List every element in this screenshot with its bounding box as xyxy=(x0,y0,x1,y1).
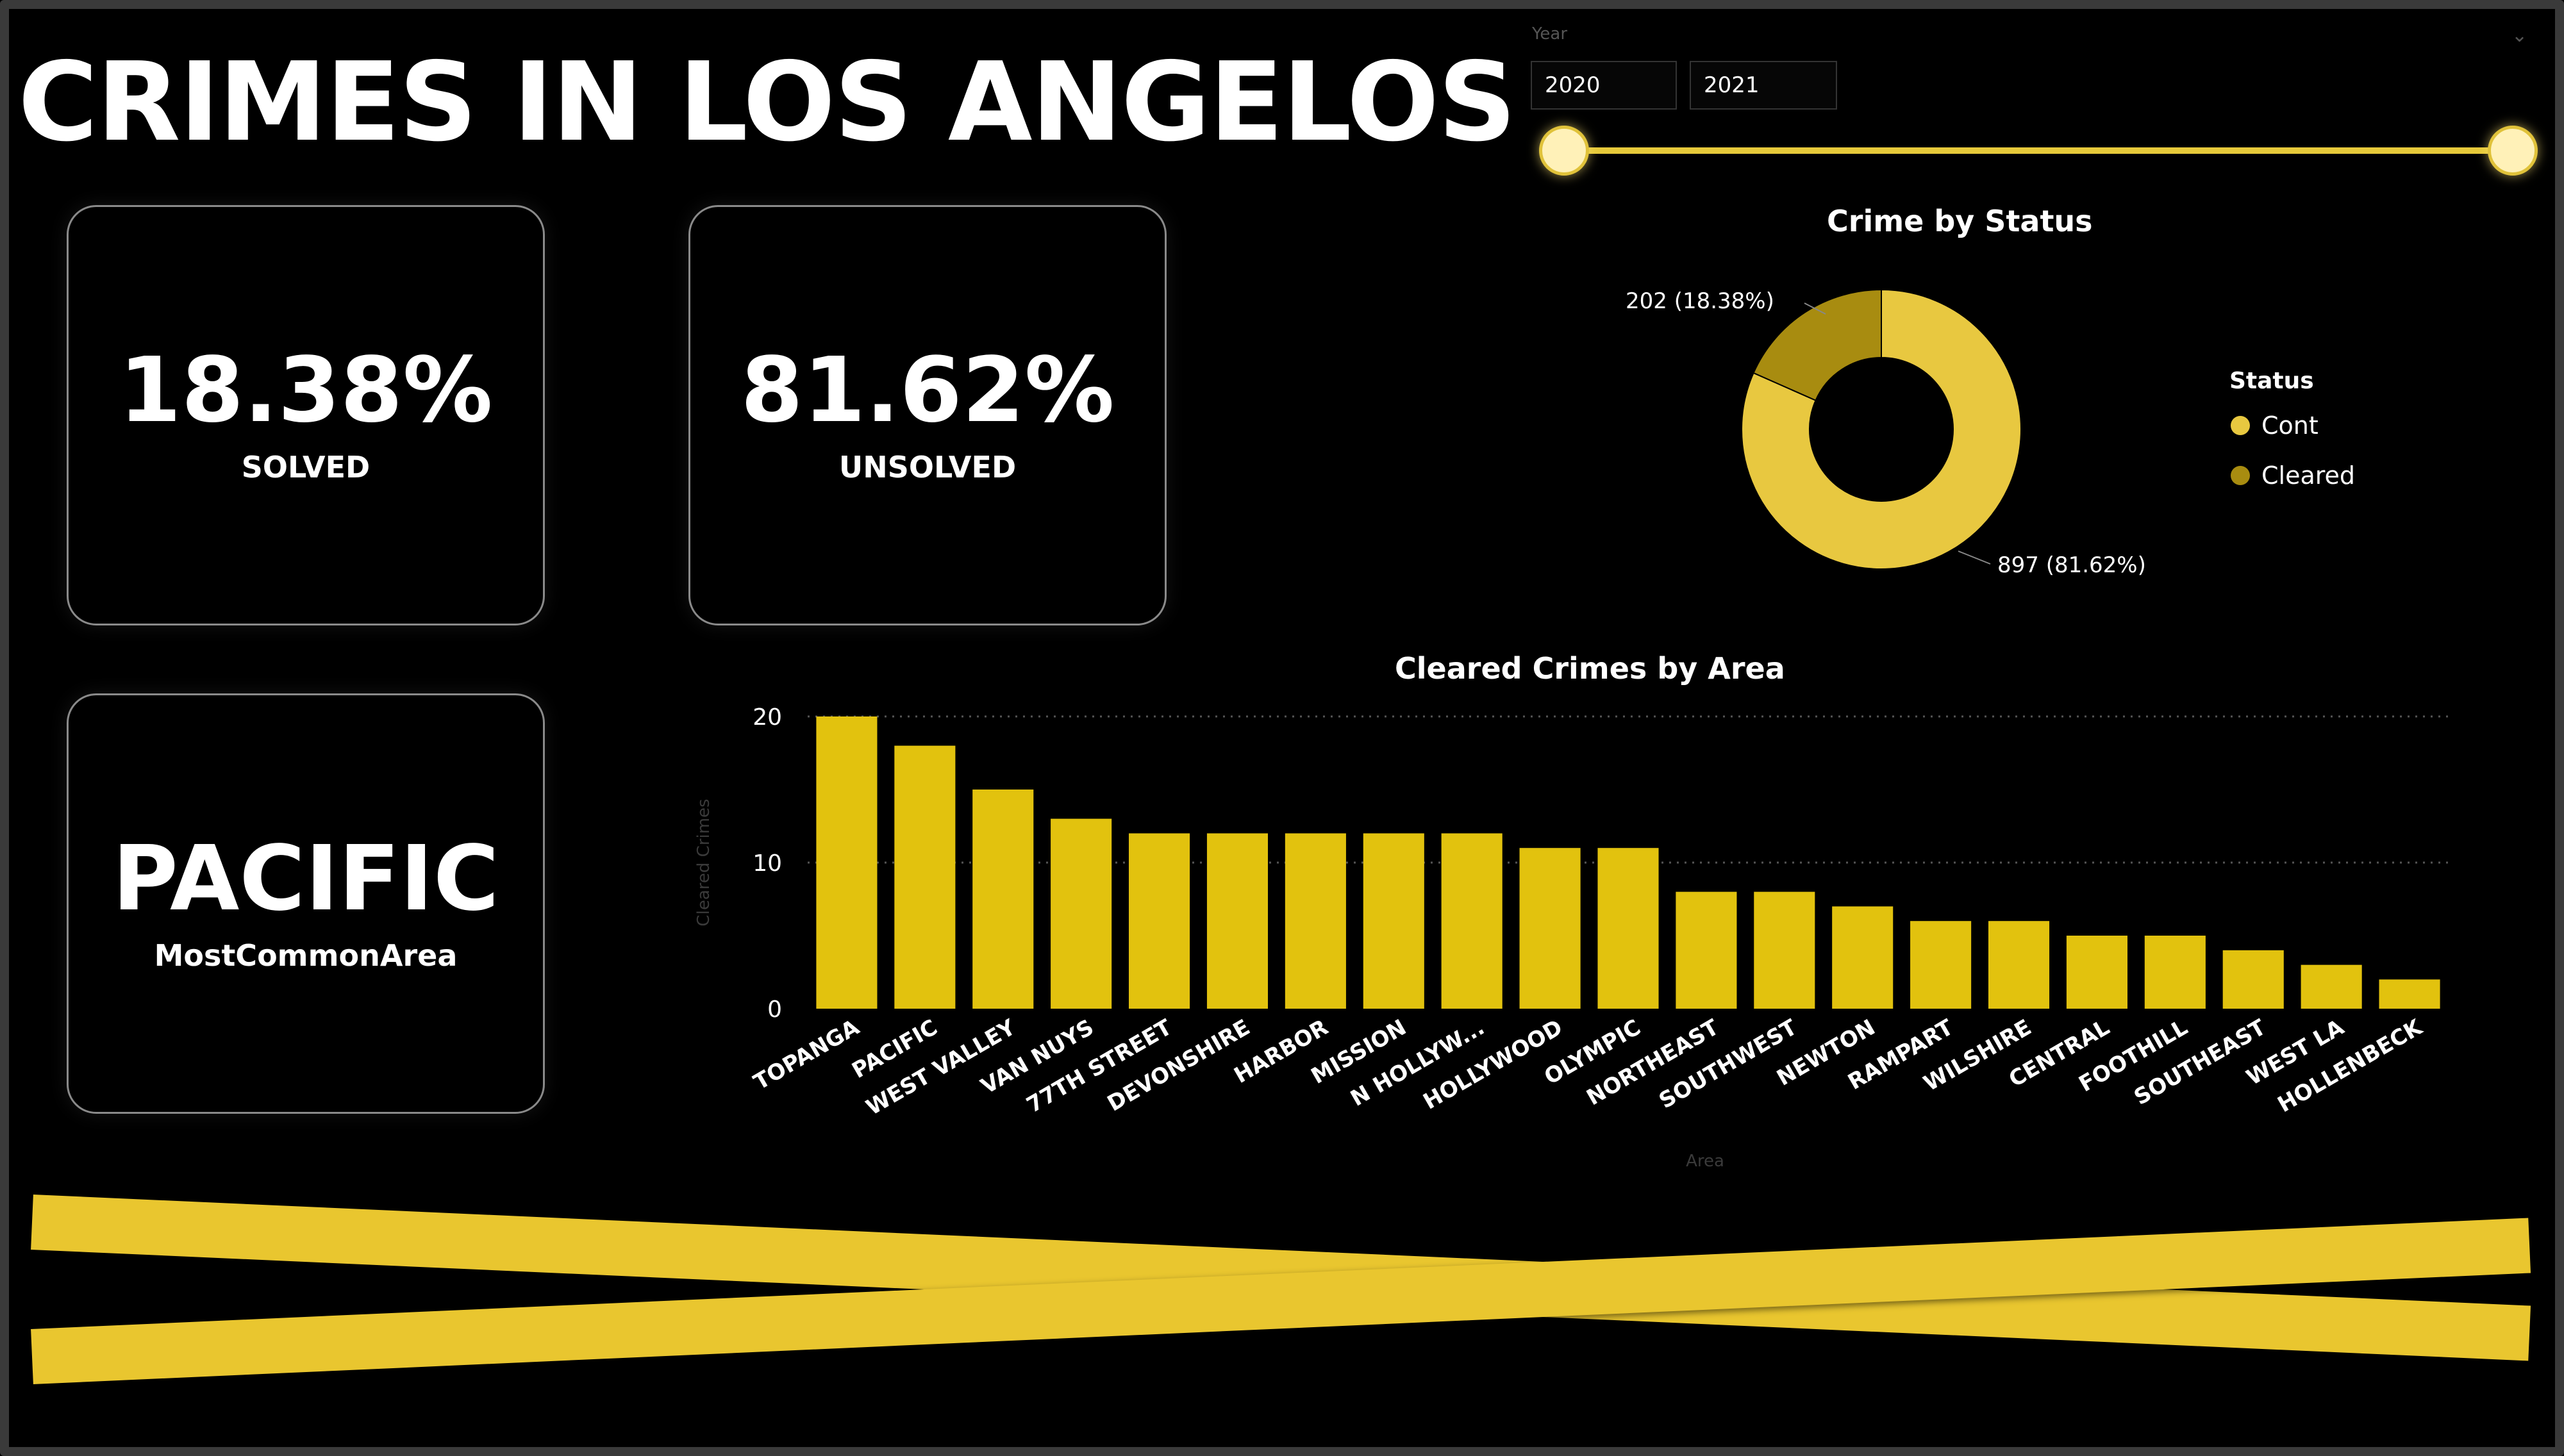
legend-item-cleared[interactable]: Cleared xyxy=(2231,461,2355,490)
year-from-input[interactable]: 2020 xyxy=(1531,61,1677,110)
donut-slice-cleared[interactable] xyxy=(1752,288,1882,402)
bar-n-hollyw-[interactable] xyxy=(1441,833,1503,1009)
x-tick-label: N HOLLYW... xyxy=(1346,1014,1488,1112)
bar-pacific[interactable] xyxy=(894,745,956,1009)
bar-olympic[interactable] xyxy=(1597,848,1659,1009)
bar-southeast[interactable] xyxy=(2222,950,2284,1009)
solved-card[interactable]: 18.38% SOLVED xyxy=(67,205,545,625)
x-tick-label: TOPANGA xyxy=(749,1014,864,1095)
bar-chart-title: Cleared Crimes by Area xyxy=(1395,651,1785,686)
bar-devonshire[interactable] xyxy=(1206,833,1269,1009)
legend-label-cleared: Cleared xyxy=(2261,461,2356,490)
bar-foothill[interactable] xyxy=(2144,936,2206,1009)
y-axis-label: Cleared Crimes xyxy=(694,798,713,926)
legend-title: Status xyxy=(2229,368,2314,394)
solved-value: 18.38% xyxy=(119,338,493,443)
bar-van-nuys[interactable] xyxy=(1051,818,1112,1009)
donut-chart-title: Crime by Status xyxy=(1827,204,2093,238)
y-tick-label: 10 xyxy=(753,850,782,877)
most-common-area-label: MostCommonArea xyxy=(154,938,458,973)
legend-dot-cleared xyxy=(2231,466,2250,485)
crime-by-status-donut xyxy=(1741,288,2022,570)
x-tick-label: SOUTHEAST xyxy=(2130,1014,2271,1111)
y-tick-label: 0 xyxy=(767,997,782,1023)
bar-wilshire[interactable] xyxy=(1988,921,2050,1009)
bar-topanga[interactable] xyxy=(816,716,878,1009)
year-slider-track[interactable] xyxy=(1564,147,2513,154)
chevron-down-icon[interactable]: ⌄ xyxy=(2511,24,2528,47)
solved-label: SOLVED xyxy=(241,450,370,484)
bar-harbor[interactable] xyxy=(1285,833,1346,1009)
leader-line-cont xyxy=(1958,550,1991,565)
page-title: CRIMES IN LOS ANGELOS xyxy=(18,39,1517,166)
y-tick-label: 20 xyxy=(753,704,782,731)
year-slider-start-handle[interactable] xyxy=(1539,126,1589,176)
donut-label-cont: 897 (81.62%) xyxy=(1997,552,2146,578)
legend-dot-cont xyxy=(2231,416,2250,435)
bar-west-la[interactable] xyxy=(2301,964,2362,1009)
donut-label-cleared: 202 (18.38%) xyxy=(1626,288,1774,314)
x-axis-label: Area xyxy=(1686,1152,1724,1171)
unsolved-label: UNSOLVED xyxy=(838,450,1017,484)
bar-77th-street[interactable] xyxy=(1129,833,1190,1009)
bar-west-valley[interactable] xyxy=(972,790,1034,1009)
unsolved-value: 81.62% xyxy=(740,338,1115,443)
donut-slice-cont[interactable] xyxy=(1741,288,2022,570)
x-tick-label: NORTHEAST xyxy=(1582,1014,1724,1111)
year-slider-end-handle[interactable] xyxy=(2488,126,2538,176)
bar-mission[interactable] xyxy=(1363,833,1424,1009)
most-common-area-value: PACIFIC xyxy=(112,827,499,931)
bar-central[interactable] xyxy=(2066,936,2127,1009)
legend-item-cont[interactable]: Cont xyxy=(2231,411,2318,440)
bar-hollywood[interactable] xyxy=(1519,848,1581,1009)
bar-newton[interactable] xyxy=(1832,906,1894,1009)
unsolved-card[interactable]: 81.62% UNSOLVED xyxy=(688,205,1167,625)
year-slicer-label: Year xyxy=(1532,24,1568,44)
year-to-input[interactable]: 2021 xyxy=(1690,61,1837,110)
bar-rampart[interactable] xyxy=(1910,921,1972,1009)
bar-southwest[interactable] xyxy=(1754,891,1815,1009)
legend-label-cont: Cont xyxy=(2261,411,2318,440)
leader-line-cleared xyxy=(1804,302,1826,315)
most-common-area-card[interactable]: PACIFIC MostCommonArea xyxy=(67,693,545,1114)
bar-northeast[interactable] xyxy=(1676,891,1737,1009)
bar-hollenbeck[interactable] xyxy=(2379,979,2440,1009)
